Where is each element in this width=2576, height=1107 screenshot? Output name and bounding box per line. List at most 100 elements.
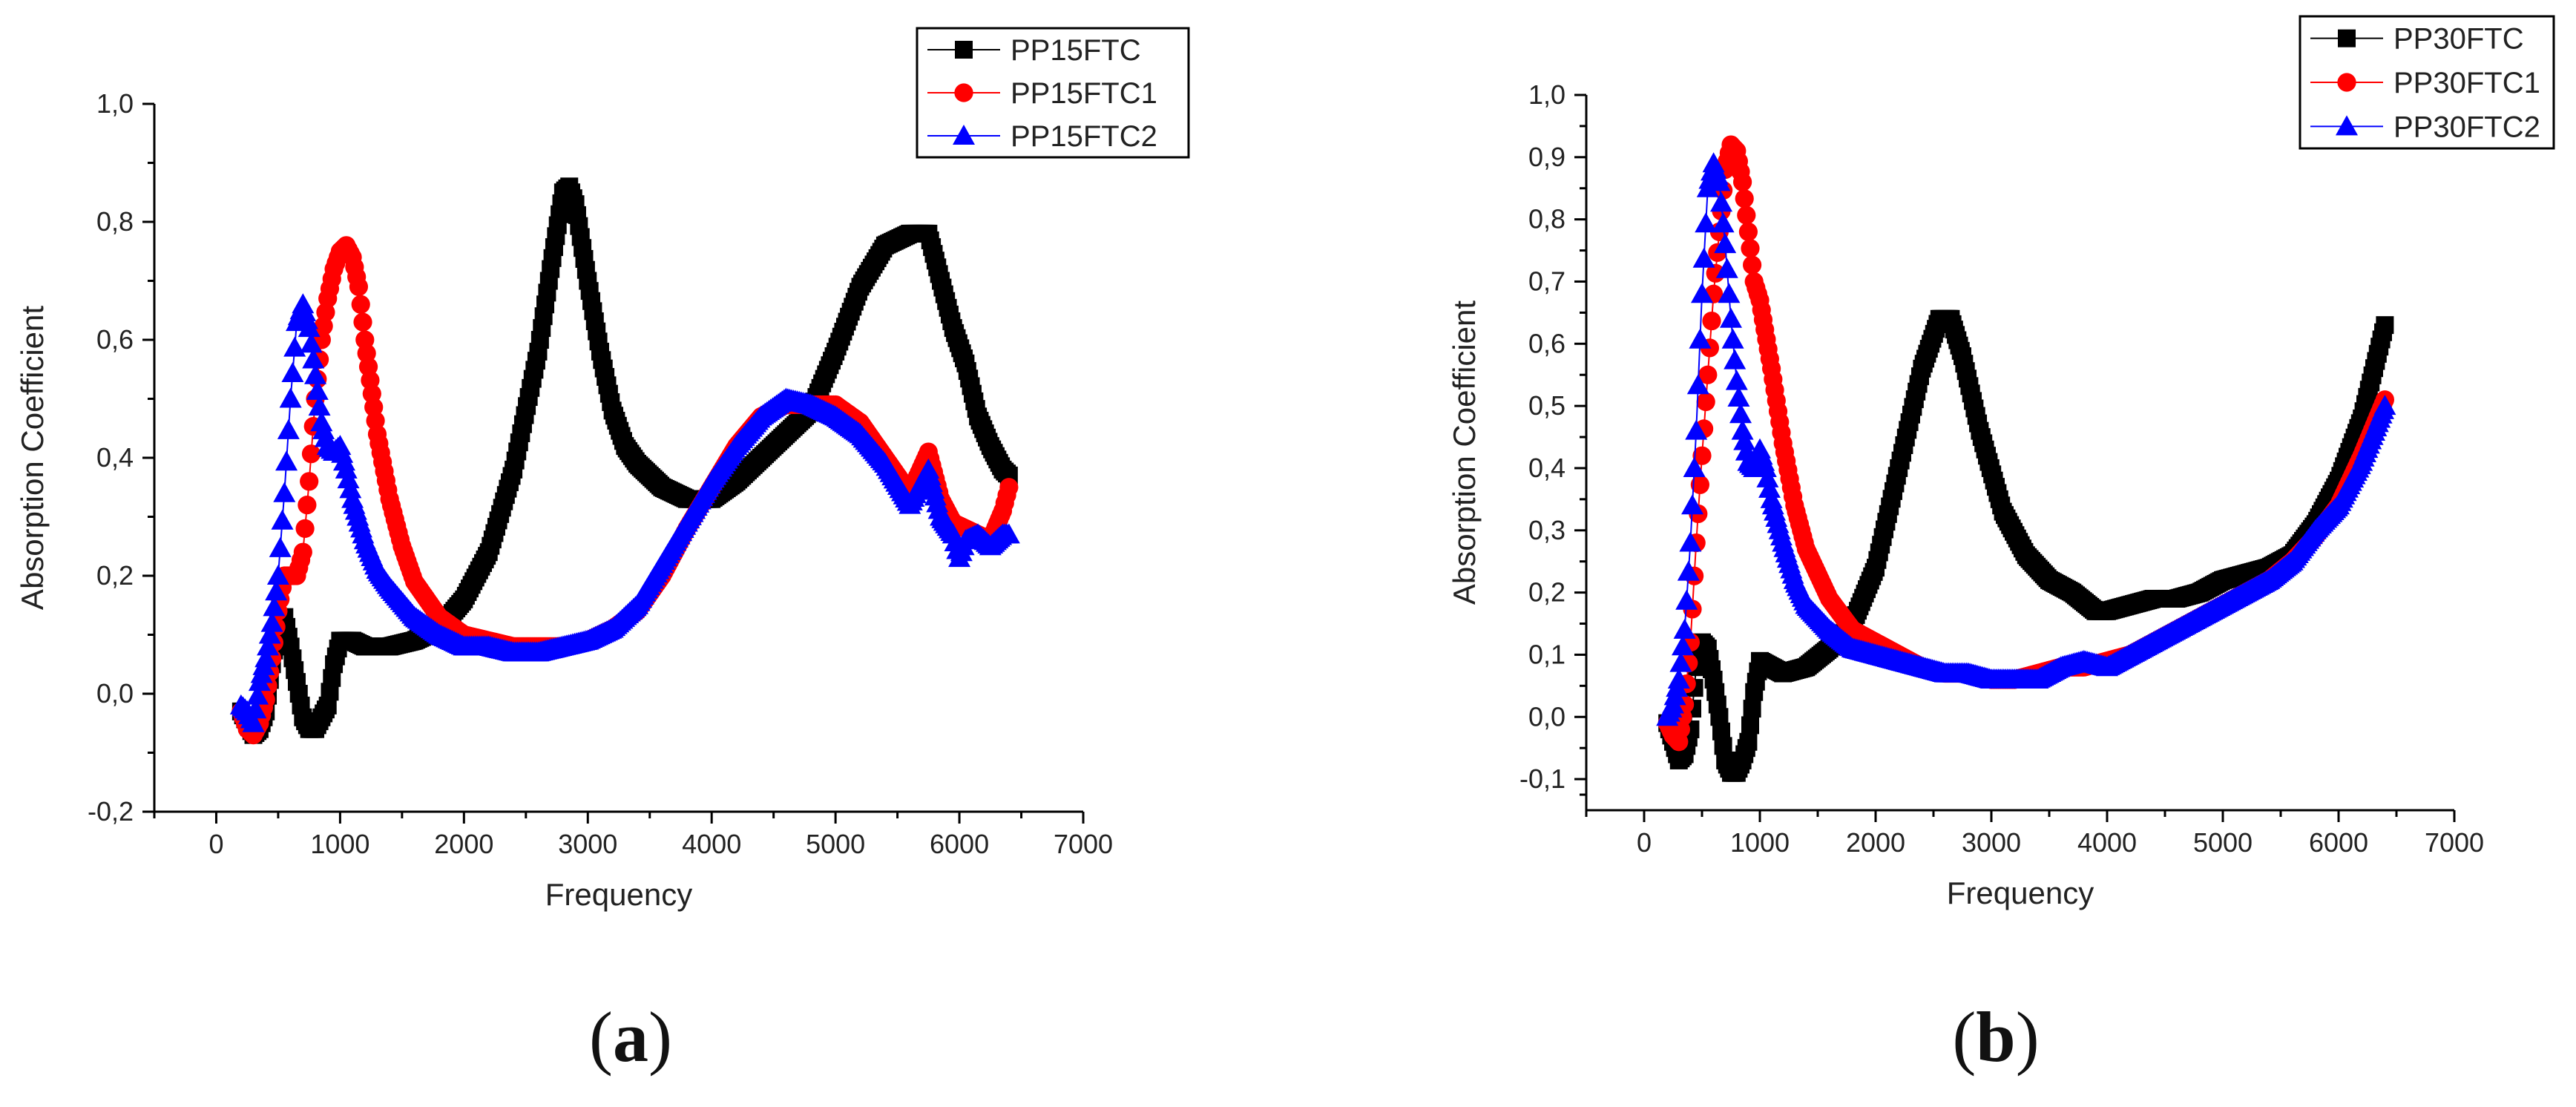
legend: PP15FTC PP15FTC1 PP15FTC2 [916, 27, 1190, 159]
y-axis-title: Absorption Coefficient [15, 306, 50, 610]
x-tick-label: 2000 [434, 829, 493, 859]
data-point [263, 596, 286, 617]
data-point [1721, 328, 1744, 349]
data-point [244, 698, 267, 719]
y-tick-label: 1,0 [1528, 79, 1565, 110]
y-tick-label: -0,1 [1519, 763, 1565, 794]
data-point [1692, 446, 1712, 465]
data-point [1681, 494, 1703, 515]
data-point [2373, 395, 2396, 415]
data-point [1685, 419, 1708, 440]
data-point [1714, 233, 1737, 254]
data-point [306, 379, 329, 400]
y-tick-label: 0,8 [1528, 204, 1565, 234]
data-point [1695, 212, 1718, 233]
data-point [271, 509, 294, 530]
x-tick-label: 6000 [930, 829, 989, 859]
data-point [298, 317, 321, 338]
data-point [316, 303, 335, 322]
y-tick-label: 0,1 [1528, 639, 1565, 669]
data-point [1689, 328, 1712, 349]
data-point [1702, 311, 1721, 331]
data-point [1733, 430, 1756, 450]
data-point [353, 312, 372, 332]
chart-panel-a: -0,2 0,0 0,2 0,4 0,6 0,8 1,0 0 1000 2000 3000 4000 5… [15, 27, 1190, 1077]
data-point [277, 418, 300, 439]
data-point [999, 478, 1019, 497]
data-point [295, 519, 315, 539]
x-tick-label: 5000 [806, 829, 865, 859]
data-point [1729, 403, 1752, 424]
legend-marker [955, 41, 973, 59]
data-point [266, 565, 289, 585]
data-point [1718, 283, 1741, 303]
x-tick-label: 5000 [2193, 827, 2253, 858]
data-point [1708, 171, 1731, 191]
data-point [1691, 283, 1713, 303]
x-tick-label: 4000 [682, 829, 741, 859]
x-tick-label: 0 [208, 829, 223, 859]
x-tick-label: 4000 [2077, 827, 2137, 858]
y-tick-label: 0,4 [1528, 453, 1565, 483]
data-point [1739, 732, 1758, 751]
data-point [349, 277, 369, 297]
data-point [997, 523, 1020, 544]
data-point [265, 580, 288, 601]
data-point [1756, 467, 1779, 487]
data-point [298, 496, 317, 515]
data-point [1715, 257, 1738, 278]
data-point [269, 536, 292, 557]
data-point [1712, 212, 1735, 233]
legend-label: PP15FTC1 [1011, 77, 1157, 110]
y-axis-title: Absorption Coefficient [1447, 300, 1482, 605]
data-point [246, 684, 269, 705]
y-tick-label: 0,4 [96, 442, 134, 473]
data-point [279, 387, 302, 408]
data-point [273, 482, 296, 502]
data-point [300, 332, 323, 353]
data-point [283, 336, 306, 357]
data-point [351, 295, 370, 314]
data-point [2376, 316, 2394, 335]
y-tick-label: 0,2 [96, 560, 134, 591]
series-PP30FTC2 [1656, 152, 2396, 726]
data-point [242, 712, 265, 732]
chart-panel-b: -0,1 0,0 0,1 0,2 0,3 0,4 0,5 0,6 0,7 0,8 0,9 1,0 0 10… [1447, 15, 2555, 1077]
x-tick-label: 6000 [2309, 827, 2368, 858]
x-tick-label: 1000 [1730, 827, 1790, 858]
y-tick-label: 1,0 [96, 88, 134, 119]
y-tick-label: 0,0 [96, 678, 134, 709]
data-point [335, 458, 358, 479]
data-point [1675, 589, 1698, 610]
x-tick-label: 7000 [1054, 829, 1113, 859]
legend-label: PP15FTC [1011, 34, 1141, 67]
data-point [293, 542, 312, 562]
data-point [254, 647, 277, 668]
data-point [1733, 172, 1752, 191]
y-tick-label: 0,9 [1528, 142, 1565, 172]
data-point [1720, 307, 1742, 328]
data-point [1686, 374, 1709, 395]
series-PP15FTC2 [229, 293, 1020, 732]
data-point [1690, 475, 1709, 494]
data-point [257, 635, 280, 656]
data-point [1698, 365, 1718, 384]
data-point [302, 348, 325, 369]
data-point [304, 364, 327, 384]
y-tick-label: 0,2 [1528, 577, 1565, 608]
y-tick-label: 0,7 [1528, 266, 1565, 296]
data-point [275, 450, 298, 471]
data-point [1743, 700, 1761, 718]
data-point [1738, 222, 1758, 242]
legend-marker [2337, 73, 2356, 92]
legend-marker [954, 83, 973, 102]
legend-label: PP30FTC2 [2393, 111, 2540, 143]
x-axis-title: Frequency [1947, 876, 2094, 910]
data-point [1727, 386, 1750, 407]
data-point [1743, 255, 1762, 275]
y-tick-label: 0,6 [96, 324, 134, 355]
x-tick-label: 0 [1637, 827, 1652, 858]
data-point [260, 611, 283, 632]
legend-marker [953, 125, 975, 145]
